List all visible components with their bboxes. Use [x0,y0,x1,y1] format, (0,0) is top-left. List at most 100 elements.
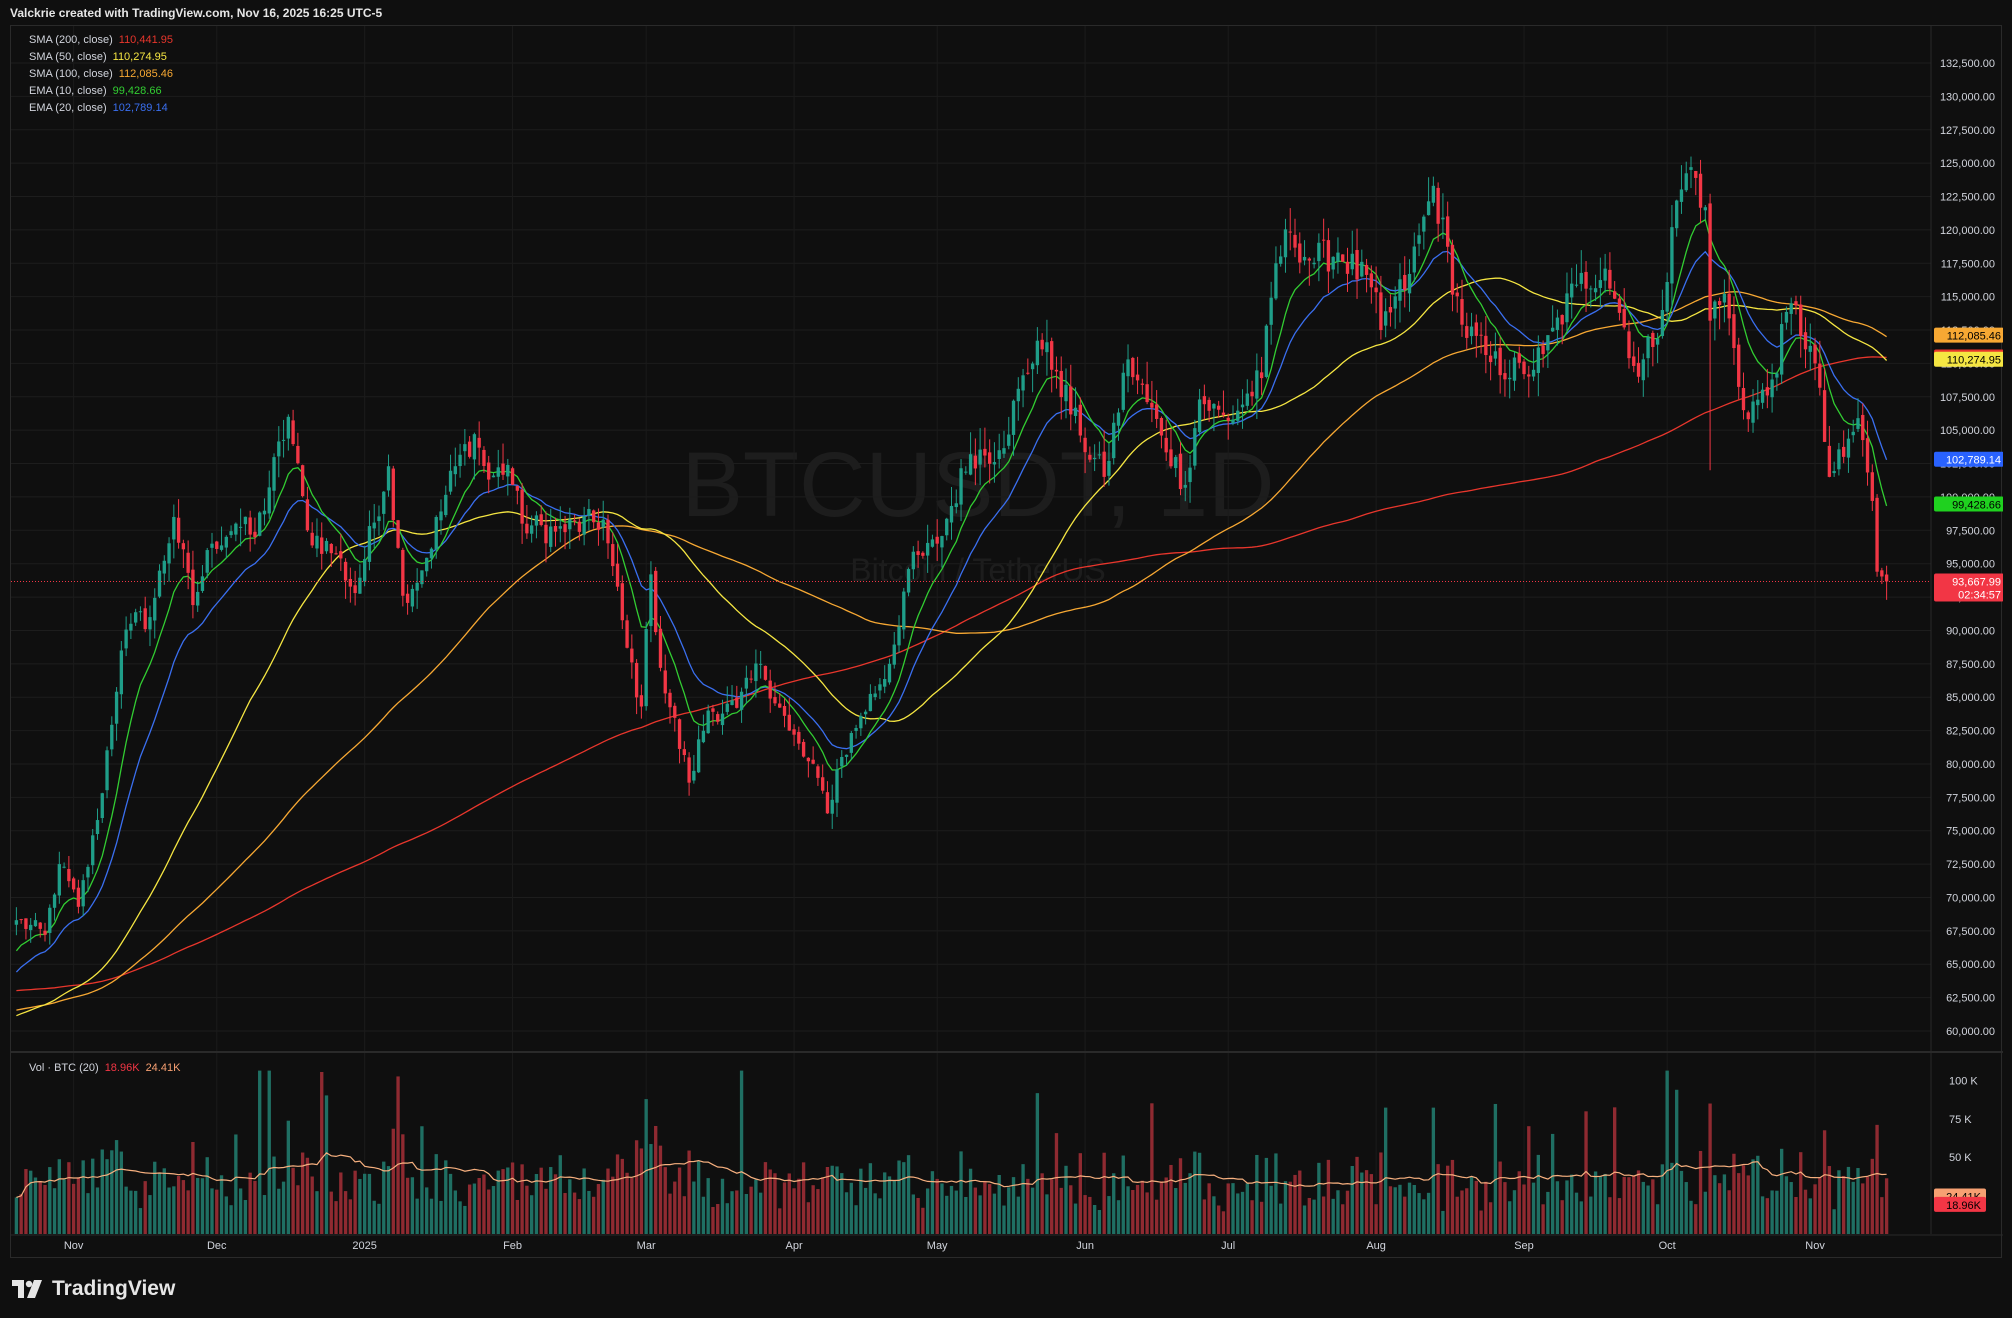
candle[interactable] [1097,441,1102,459]
candle[interactable] [1064,368,1068,419]
candle[interactable] [825,781,830,814]
candle[interactable] [148,605,152,647]
candle[interactable] [1321,218,1326,258]
candle[interactable] [382,491,386,530]
candle[interactable] [272,453,276,512]
candle[interactable] [1560,314,1564,345]
candle[interactable] [224,535,228,559]
candle[interactable] [1508,359,1512,399]
candle[interactable] [114,687,119,741]
candle[interactable] [544,511,548,563]
candle[interactable] [386,454,391,497]
candle[interactable] [105,746,109,799]
candle[interactable] [925,524,930,573]
candle[interactable] [1050,337,1054,393]
candle[interactable] [1331,256,1335,279]
candle[interactable] [1498,337,1502,394]
candle[interactable] [81,874,85,916]
candle[interactable] [1126,344,1130,393]
candle[interactable] [1512,351,1517,391]
candle[interactable] [1207,397,1211,422]
candle[interactable] [38,922,42,938]
candle[interactable] [520,483,524,544]
candle[interactable] [229,525,233,539]
candle[interactable] [1851,419,1855,443]
candle[interactable] [844,754,849,767]
candle[interactable] [1441,193,1445,239]
candle[interactable] [439,499,443,535]
candle[interactable] [1555,309,1560,346]
candle[interactable] [1880,567,1884,584]
candle[interactable] [744,665,749,704]
candle[interactable] [1345,247,1350,292]
candle[interactable] [549,508,553,553]
candle[interactable] [1660,289,1665,339]
candle[interactable] [758,651,763,679]
candle[interactable] [348,567,353,603]
candle[interactable] [33,912,38,927]
candle[interactable] [14,907,19,936]
candle[interactable] [1546,335,1550,369]
candle[interactable] [1784,306,1789,330]
candle[interactable] [1135,356,1140,395]
candle[interactable] [1846,428,1851,473]
candle[interactable] [1570,267,1574,319]
candle[interactable] [1479,322,1483,354]
candle[interactable] [1016,377,1020,421]
candle[interactable] [1026,358,1030,375]
candle[interactable] [1436,182,1440,242]
candle[interactable] [1608,252,1612,296]
candle[interactable] [1593,274,1598,302]
candle[interactable] [668,689,672,724]
candle[interactable] [1565,272,1569,332]
candle[interactable] [1178,441,1183,496]
candle[interactable] [835,758,839,817]
candle[interactable] [859,712,863,736]
candle[interactable] [529,515,534,543]
candle[interactable] [663,654,667,704]
candle[interactable] [1794,295,1798,315]
candle[interactable] [362,545,367,587]
candle[interactable] [782,698,787,728]
candle[interactable] [19,918,23,924]
candle[interactable] [792,724,796,747]
candle[interactable] [1264,324,1269,379]
candle[interactable] [1770,363,1774,413]
candle[interactable] [29,918,33,943]
candle[interactable] [553,517,558,547]
candle[interactable] [1550,305,1555,332]
candle[interactable] [200,564,205,593]
candle[interactable] [1627,320,1631,369]
candle[interactable] [262,498,267,526]
candle[interactable] [176,499,181,549]
candle[interactable] [506,458,510,496]
candle[interactable] [1861,403,1865,457]
legend-sma-100[interactable]: SMA (100, close) 112,085.46 [29,68,173,80]
candle[interactable] [1675,199,1679,237]
candle[interactable] [1388,294,1393,327]
candle[interactable] [491,473,496,478]
candle[interactable] [372,504,376,549]
candle[interactable] [1364,258,1369,293]
candle[interactable] [205,547,209,579]
candle[interactable] [1312,257,1316,269]
candle[interactable] [1412,232,1416,282]
candle[interactable] [510,466,515,485]
candle[interactable] [1884,565,1889,600]
candle[interactable] [1746,410,1750,432]
candle[interactable] [1121,363,1125,413]
candle[interactable] [1069,364,1073,431]
candle[interactable] [1202,384,1207,420]
candle[interactable] [945,517,949,541]
candle[interactable] [863,709,868,725]
candle[interactable] [1298,232,1302,274]
candle[interactable] [983,427,987,468]
candle[interactable] [315,518,319,558]
candle[interactable] [448,454,453,495]
candle[interactable] [1255,353,1259,420]
candle[interactable] [735,685,739,709]
candle[interactable] [1655,332,1660,364]
candle[interactable] [1279,245,1283,267]
candle[interactable] [1760,383,1765,409]
candle[interactable] [1842,430,1846,464]
